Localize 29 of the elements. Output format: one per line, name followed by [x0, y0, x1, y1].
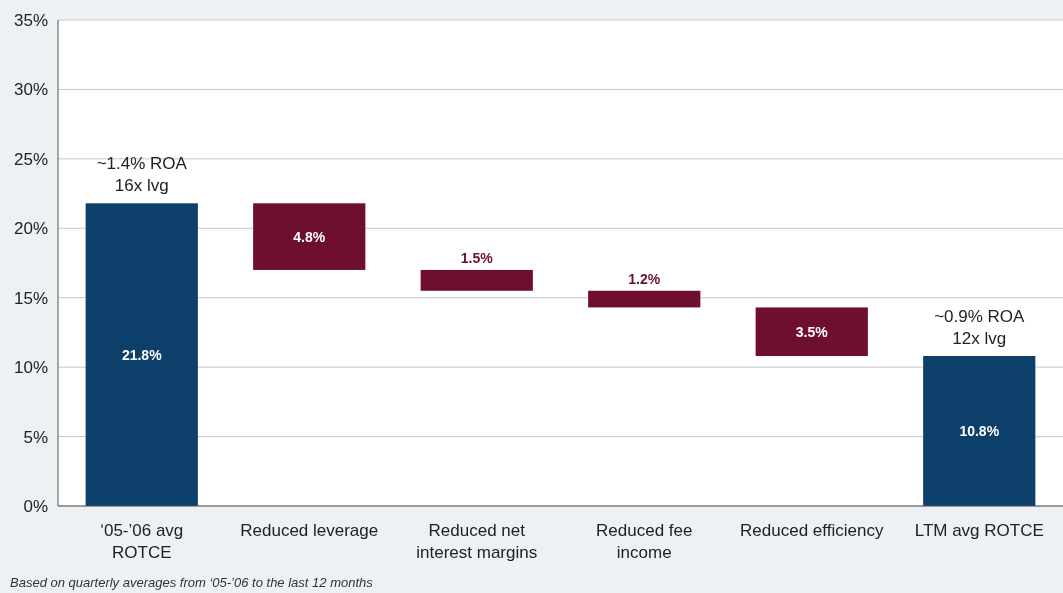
x-tick-label: Reduced fee income [596, 521, 693, 562]
x-tick-label: Reduced leverage [240, 521, 379, 540]
data-label: 21.8% [121, 346, 163, 363]
x-tick-label: LTM avg ROTCE [914, 521, 1044, 540]
bar [923, 356, 1036, 506]
text: Based on quarterly averages from ‘05-’06 to the last 12 months [10, 575, 374, 590]
y-tick-label: 5% [23, 427, 48, 447]
data-label: 1.2% [628, 270, 661, 287]
bar [85, 203, 198, 506]
data-label: 10.8% [959, 423, 1000, 440]
x-tick-label: ‘05-’06 avg ROTCE [100, 521, 184, 562]
bar [253, 203, 366, 270]
y-tick-label: 20% [13, 219, 48, 239]
y-tick-label: 10% [13, 358, 48, 378]
annotation: ~0.9% ROA 12x lvg [934, 307, 1026, 349]
x-tick-label: Reduced net interest margins [416, 521, 538, 562]
annotation: ~1.4% ROA 16x lvg [96, 154, 188, 196]
bar [755, 307, 868, 357]
y-tick-label: 15% [13, 288, 48, 308]
data-label: 3.5% [795, 323, 829, 340]
bar [588, 290, 701, 308]
bar [420, 269, 533, 291]
data-label: 1.5% [460, 249, 494, 266]
y-tick-label: 0% [23, 497, 48, 516]
y-tick-label: 35% [13, 11, 48, 30]
y-tick-label: 25% [13, 149, 48, 169]
data-label: 4.8% [293, 228, 326, 245]
x-tick-label: Reduced efficiency [740, 521, 884, 540]
y-tick-label: 30% [13, 80, 48, 100]
